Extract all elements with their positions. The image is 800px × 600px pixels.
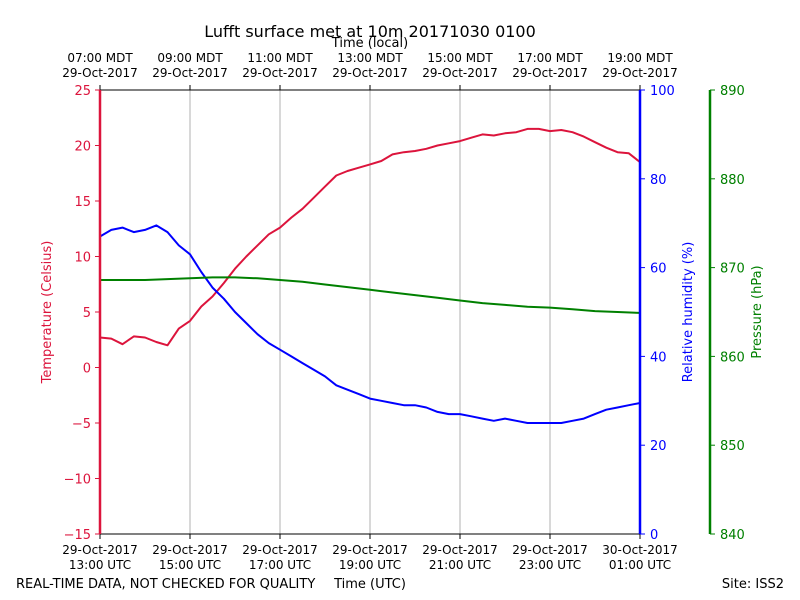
pressure-tick-label: 860	[720, 350, 745, 365]
bottom-tick-date: 30-Oct-2017	[602, 543, 678, 557]
humidity-tick-label: 20	[650, 439, 667, 454]
top-tick-time: 09:00 MDT	[157, 51, 223, 65]
pressure-line	[100, 276, 641, 314]
bottom-tick-time: 15:00 UTC	[159, 558, 221, 572]
bottom-tick-date: 29-Oct-2017	[512, 543, 588, 557]
humidity-line	[99, 224, 641, 424]
top-tick-date: 29-Oct-2017	[512, 66, 588, 80]
temperature-tick-label: 20	[74, 140, 91, 155]
humidity-tick-label: 0	[650, 528, 658, 543]
temperature-tick-label: −15	[64, 528, 91, 543]
temperature-tick-label: −5	[72, 417, 91, 432]
bottom-tick-time: 17:00 UTC	[249, 558, 311, 572]
chart-title: Lufft surface met at 10m 20171030 0100	[204, 22, 536, 41]
humidity-tick-label: 60	[650, 262, 667, 277]
top-tick-date: 29-Oct-2017	[332, 66, 408, 80]
bottom-axis-label: Time (UTC)	[333, 577, 406, 592]
series-lines	[99, 127, 641, 424]
top-tick-time: 13:00 MDT	[337, 51, 403, 65]
humidity-tick-label: 40	[650, 350, 667, 365]
bottom-tick-time: 13:00 UTC	[69, 558, 131, 572]
humidity-axis-label: Relative humidity (%)	[681, 242, 696, 383]
top-tick-date: 29-Oct-2017	[602, 66, 678, 80]
top-tick-time: 11:00 MDT	[247, 51, 313, 65]
temperature-tick-label: 5	[83, 306, 91, 321]
temperature-tick-label: 10	[74, 251, 91, 266]
temperature-tick-label: 15	[74, 195, 91, 210]
pressure-tick-label: 850	[720, 439, 745, 454]
temperature-line	[99, 127, 641, 347]
temperature-axis-label: Temperature (Celsius)	[40, 241, 55, 385]
top-axis-label: Time (local)	[331, 36, 408, 51]
bottom-tick-date: 29-Oct-2017	[242, 543, 318, 557]
top-tick-time: 17:00 MDT	[517, 51, 583, 65]
pressure-tick-label: 880	[720, 173, 745, 188]
site-label: Site: ISS2	[722, 577, 784, 592]
bottom-tick-date: 29-Oct-2017	[152, 543, 228, 557]
top-tick-time: 19:00 MDT	[607, 51, 673, 65]
top-tick-date: 29-Oct-2017	[422, 66, 498, 80]
bottom-tick-time: 01:00 UTC	[609, 558, 671, 572]
temperature-tick-label: 25	[74, 84, 91, 99]
humidity-tick-label: 100	[650, 84, 675, 99]
bottom-tick-time: 19:00 UTC	[339, 558, 401, 572]
pressure-axis-label: Pressure (hPa)	[750, 265, 765, 358]
top-tick-time: 07:00 MDT	[67, 51, 133, 65]
top-tick-time: 15:00 MDT	[427, 51, 493, 65]
bottom-tick-date: 29-Oct-2017	[422, 543, 498, 557]
humidity-tick-label: 80	[650, 173, 667, 188]
pressure-tick-label: 870	[720, 262, 745, 277]
bottom-tick-time: 23:00 UTC	[519, 558, 581, 572]
temperature-tick-label: −10	[64, 473, 91, 488]
pressure-tick-label: 840	[720, 528, 745, 543]
quality-disclaimer: REAL-TIME DATA, NOT CHECKED FOR QUALITY	[16, 577, 315, 592]
bottom-tick-date: 29-Oct-2017	[62, 543, 138, 557]
bottom-tick-date: 29-Oct-2017	[332, 543, 408, 557]
top-tick-date: 29-Oct-2017	[242, 66, 318, 80]
bottom-tick-time: 21:00 UTC	[429, 558, 491, 572]
temperature-tick-label: 0	[83, 362, 91, 377]
top-tick-date: 29-Oct-2017	[62, 66, 138, 80]
pressure-tick-label: 890	[720, 84, 745, 99]
grid-lines	[189, 90, 551, 534]
top-tick-date: 29-Oct-2017	[152, 66, 228, 80]
